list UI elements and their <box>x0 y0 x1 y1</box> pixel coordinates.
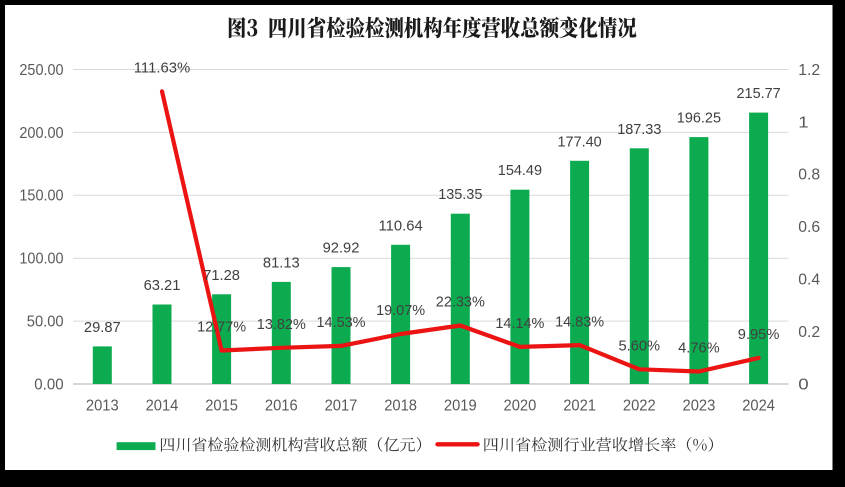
svg-text:1.2: 1.2 <box>798 62 820 79</box>
svg-text:81.13: 81.13 <box>263 254 300 271</box>
svg-text:150.00: 150.00 <box>19 188 63 205</box>
svg-text:63.21: 63.21 <box>144 277 181 294</box>
svg-text:250.00: 250.00 <box>19 62 63 79</box>
svg-text:0.6: 0.6 <box>798 219 820 236</box>
svg-text:2016: 2016 <box>265 398 298 415</box>
svg-text:2014: 2014 <box>146 398 179 415</box>
svg-text:9.95%: 9.95% <box>738 326 780 343</box>
svg-text:13.82%: 13.82% <box>257 316 306 333</box>
svg-text:0.2: 0.2 <box>798 324 820 341</box>
svg-text:12.77%: 12.77% <box>197 319 246 336</box>
svg-text:154.49: 154.49 <box>498 162 542 179</box>
svg-text:0.8: 0.8 <box>798 167 820 184</box>
svg-text:0.4: 0.4 <box>798 272 820 289</box>
svg-text:135.35: 135.35 <box>438 186 482 203</box>
svg-text:2021: 2021 <box>563 398 596 415</box>
svg-text:2017: 2017 <box>325 398 358 415</box>
svg-text:0.00: 0.00 <box>34 376 63 393</box>
svg-text:2020: 2020 <box>504 398 537 415</box>
svg-text:2022: 2022 <box>623 398 656 415</box>
svg-text:187.33: 187.33 <box>617 121 661 138</box>
svg-text:215.77: 215.77 <box>737 85 781 102</box>
svg-text:2023: 2023 <box>683 398 716 415</box>
svg-text:2024: 2024 <box>742 398 775 415</box>
svg-text:2015: 2015 <box>205 398 238 415</box>
svg-text:19.07%: 19.07% <box>376 302 425 319</box>
svg-text:5.60%: 5.60% <box>619 338 661 355</box>
svg-text:29.87: 29.87 <box>84 319 121 336</box>
svg-text:1: 1 <box>798 114 808 131</box>
svg-text:110.64: 110.64 <box>379 217 423 234</box>
svg-text:2018: 2018 <box>384 398 417 415</box>
svg-text:111.63%: 111.63% <box>134 60 191 77</box>
svg-text:2019: 2019 <box>444 398 477 415</box>
svg-text:14.83%: 14.83% <box>555 313 604 330</box>
svg-text:2013: 2013 <box>86 398 119 415</box>
svg-text:14.53%: 14.53% <box>317 314 366 331</box>
svg-text:14.14%: 14.14% <box>495 315 544 332</box>
svg-text:4.76%: 4.76% <box>678 340 720 357</box>
svg-text:196.25: 196.25 <box>677 110 721 127</box>
svg-text:71.28: 71.28 <box>203 267 240 284</box>
svg-text:100.00: 100.00 <box>19 251 63 268</box>
svg-text:200.00: 200.00 <box>19 125 63 142</box>
svg-text:22.33%: 22.33% <box>436 294 485 311</box>
svg-text:177.40: 177.40 <box>558 133 602 150</box>
svg-text:92.92: 92.92 <box>323 240 360 257</box>
svg-text:0: 0 <box>798 376 808 393</box>
svg-text:50.00: 50.00 <box>27 314 64 331</box>
